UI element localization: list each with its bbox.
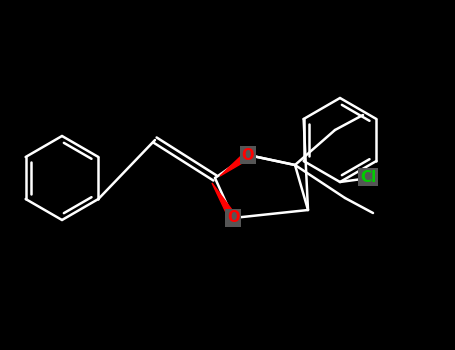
Text: O: O xyxy=(242,147,254,162)
Polygon shape xyxy=(212,183,237,220)
Polygon shape xyxy=(220,152,250,176)
Text: O: O xyxy=(227,210,239,225)
Text: Cl: Cl xyxy=(360,169,376,184)
